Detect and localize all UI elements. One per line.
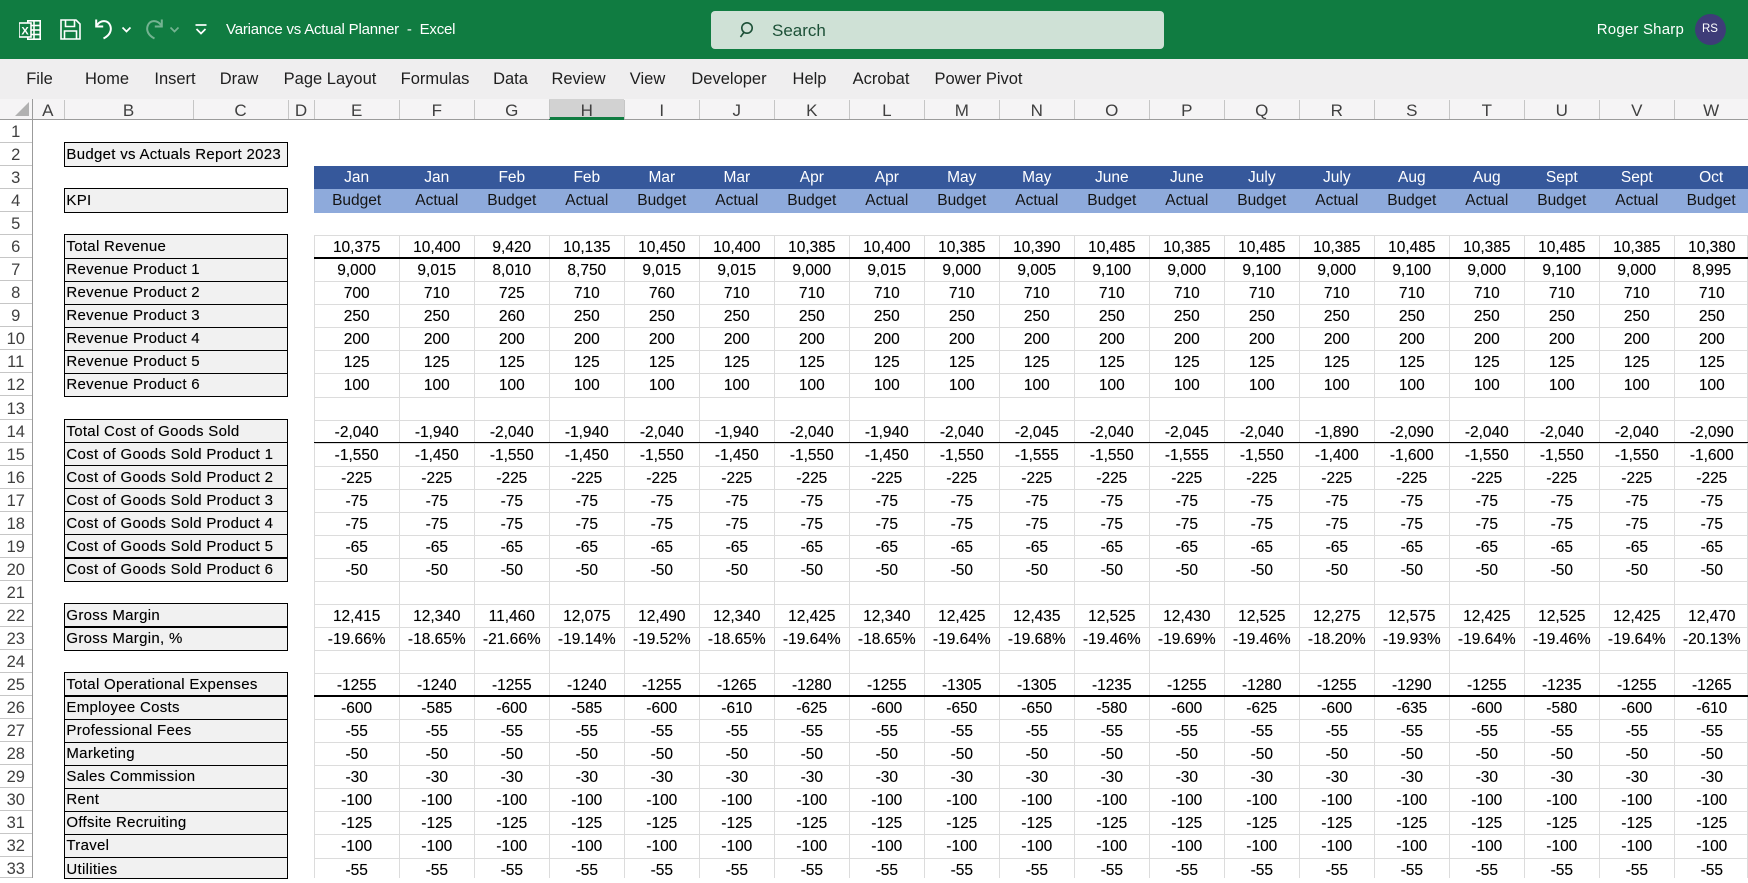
svg-text:X: X xyxy=(21,26,29,38)
